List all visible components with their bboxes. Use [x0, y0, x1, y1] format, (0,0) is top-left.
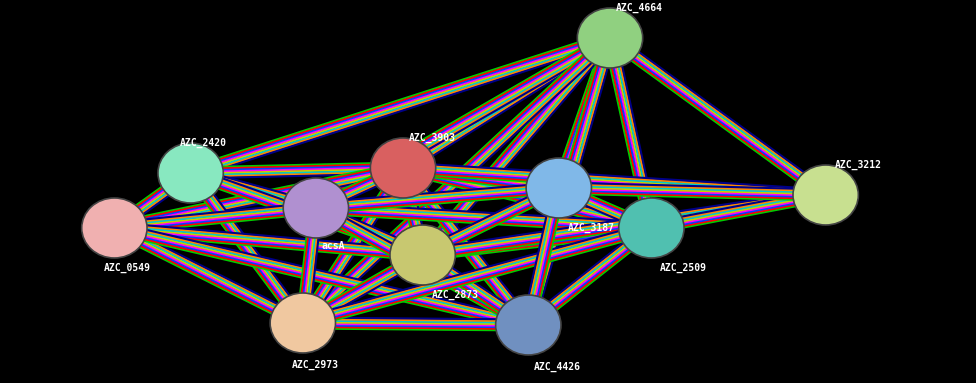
Text: AZC_0549: AZC_0549 [103, 263, 150, 273]
Circle shape [82, 198, 147, 258]
Circle shape [496, 295, 561, 355]
Circle shape [370, 138, 435, 198]
Circle shape [283, 178, 348, 238]
Text: AZC_2420: AZC_2420 [180, 138, 226, 148]
Text: AZC_3187: AZC_3187 [567, 223, 615, 233]
Text: acsA: acsA [321, 241, 345, 251]
Circle shape [158, 143, 224, 203]
Circle shape [390, 225, 456, 285]
Text: AZC_3212: AZC_3212 [834, 160, 881, 170]
Circle shape [270, 293, 336, 353]
Text: AZC_3903: AZC_3903 [409, 133, 456, 143]
Circle shape [578, 8, 642, 68]
Circle shape [793, 165, 858, 225]
Text: AZC_4664: AZC_4664 [616, 3, 663, 13]
Text: AZC_2873: AZC_2873 [431, 290, 478, 300]
Circle shape [619, 198, 684, 258]
Text: AZC_2509: AZC_2509 [660, 263, 707, 273]
Text: AZC_4426: AZC_4426 [534, 362, 581, 372]
Text: AZC_2973: AZC_2973 [292, 360, 339, 370]
Circle shape [526, 158, 591, 218]
